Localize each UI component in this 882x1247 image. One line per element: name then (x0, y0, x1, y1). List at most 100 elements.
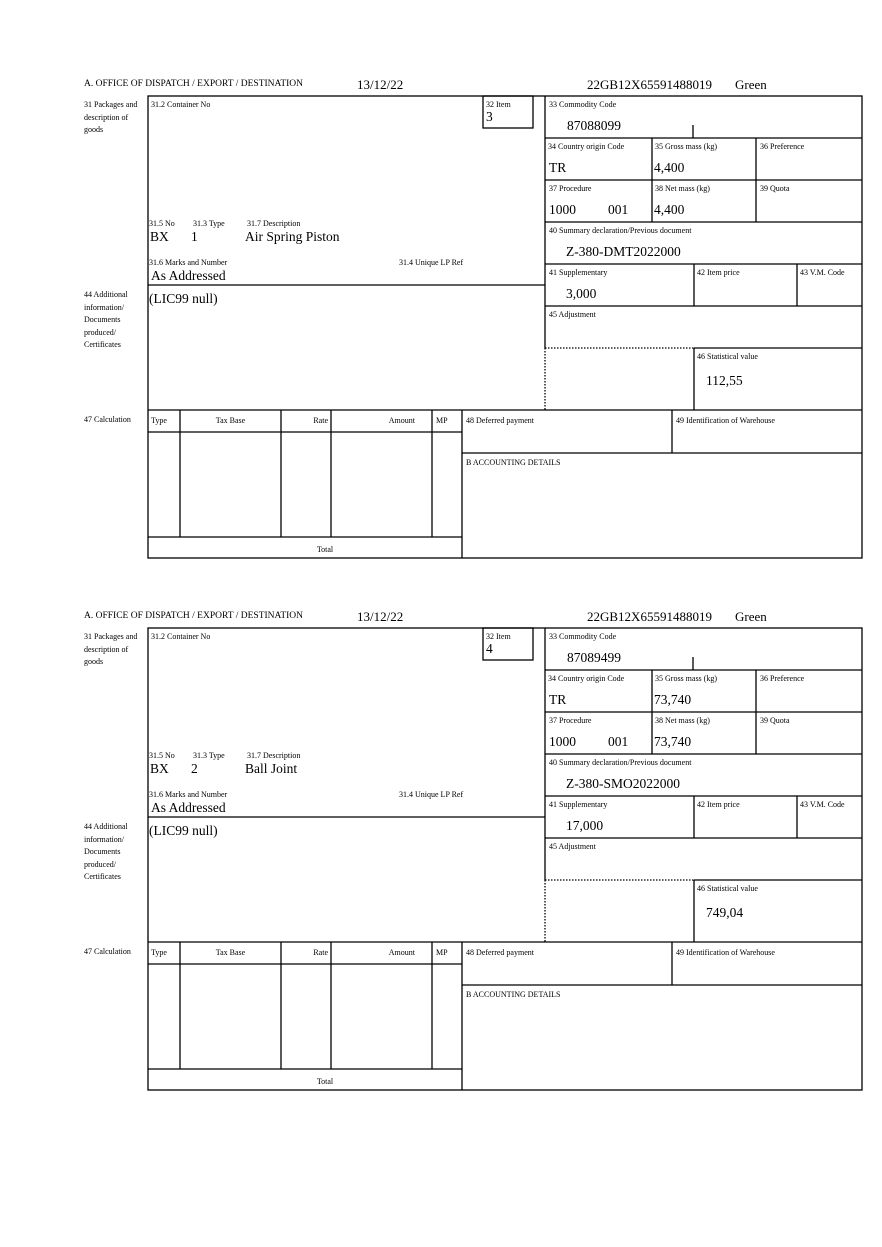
pkg-no: BX (150, 761, 169, 776)
procedure-label: 37 Procedure (549, 716, 592, 725)
marks-label: 31.6 Marks and Number (149, 790, 228, 799)
supplementary: 3,000 (566, 286, 597, 301)
pkg-description-label: 31.7 Description (247, 219, 301, 228)
commodity-code-label: 33 Commodity Code (549, 632, 617, 641)
item-box (482, 627, 534, 661)
net-mass-label: 38 Net mass (kg) (655, 184, 710, 193)
net-mass: 4,400 (654, 202, 685, 217)
preference-label: 36 Preference (760, 142, 805, 151)
additional-info: (LIC99 null) (149, 291, 218, 306)
outer-border (147, 627, 863, 1091)
pkg-type: 2 (191, 761, 198, 776)
col-amount: Amount (388, 416, 415, 425)
item-label: 32 Item (486, 632, 511, 641)
accounting-details-label: B ACCOUNTING DETAILS (466, 458, 561, 467)
gross-mass: 4,400 (654, 160, 685, 175)
pkg-no: BX (150, 229, 169, 244)
goods-item-block: A. OFFICE OF DISPATCH / EXPORT / DESTINA… (0, 607, 882, 1097)
marks-label: 31.6 Marks and Number (149, 258, 228, 267)
deferred-payment-label: 48 Deferred payment (466, 416, 534, 425)
country-origin-label: 34 Country origin Code (548, 674, 625, 683)
unique-lp-ref-label: 31.4 Unique LP Ref (399, 258, 464, 267)
unique-lp-ref-label: 31.4 Unique LP Ref (399, 790, 464, 799)
marks: As Addressed (151, 800, 226, 815)
form-grid-lines (147, 627, 863, 1091)
commodity-code: 87089499 (567, 650, 621, 665)
statistical-value: 749,04 (706, 905, 744, 920)
total-label: Total (316, 1077, 334, 1086)
statistical-value: 112,55 (706, 373, 743, 388)
col-amount: Amount (388, 948, 415, 957)
quota-label: 39 Quota (760, 716, 790, 725)
country-origin-label: 34 Country origin Code (548, 142, 625, 151)
country-origin: TR (549, 160, 567, 175)
pkg-type-label: 31.3 Type (193, 751, 225, 760)
packages-label: 31 Packages and description of goods (84, 100, 138, 134)
calculation-label: 47 Calculation (84, 415, 131, 424)
item-number: 4 (486, 641, 493, 656)
commodity-code: 87088099 (567, 118, 621, 133)
declaration-reference: 22GB12X65591488019 (587, 77, 712, 92)
item-box (482, 95, 534, 129)
item-price-label: 42 Item price (697, 268, 740, 277)
form-grid-lines (147, 95, 863, 559)
office-heading: A. OFFICE OF DISPATCH / EXPORT / DESTINA… (84, 79, 304, 89)
col-tax-base: Tax Base (215, 948, 246, 957)
gross-mass-label: 35 Gross mass (kg) (655, 142, 717, 151)
goods-item-block: A. OFFICE OF DISPATCH / EXPORT / DESTINA… (0, 75, 882, 565)
calculation-label: 47 Calculation (84, 947, 131, 956)
warehouse-label: 49 Identification of Warehouse (676, 416, 775, 425)
col-type: Type (151, 416, 167, 425)
col-tax-base: Tax Base (215, 416, 246, 425)
date: 13/12/22 (357, 77, 404, 92)
procedure: 1000 (549, 202, 576, 217)
additional-info-label: 44 Additional information/ Documents pro… (84, 822, 128, 881)
pkg-description: Ball Joint (245, 761, 298, 776)
additional-info-label: 44 Additional information/ Documents pro… (84, 290, 128, 349)
declaration-reference: 22GB12X65591488019 (587, 609, 712, 624)
gross-mass-label: 35 Gross mass (kg) (655, 674, 717, 683)
adjustment-label: 45 Adjustment (549, 842, 596, 851)
pkg-type: 1 (191, 229, 198, 244)
quota-label: 39 Quota (760, 184, 790, 193)
pkg-no-label: 31.5 No (149, 751, 175, 760)
procedure-extra: 001 (608, 202, 629, 217)
vm-code-label: 43 V.M. Code (800, 268, 845, 277)
summary-declaration: Z-380-DMT2022000 (566, 244, 681, 259)
item-number: 3 (486, 109, 493, 124)
pkg-description: Air Spring Piston (245, 229, 340, 244)
preference-label: 36 Preference (760, 674, 805, 683)
col-mp: MP (436, 948, 448, 957)
statistical-value-label: 46 Statistical value (697, 352, 758, 361)
summary-declaration: Z-380-SMO2022000 (566, 776, 680, 791)
pkg-no-label: 31.5 No (149, 219, 175, 228)
summary-declaration-label: 40 Summary declaration/Previous document (549, 758, 692, 767)
route-status: Green (735, 77, 767, 92)
procedure-extra: 001 (608, 734, 629, 749)
additional-info: (LIC99 null) (149, 823, 218, 838)
net-mass-label: 38 Net mass (kg) (655, 716, 710, 725)
total-label: Total (316, 545, 334, 554)
pkg-type-label: 31.3 Type (193, 219, 225, 228)
procedure: 1000 (549, 734, 576, 749)
procedure-label: 37 Procedure (549, 184, 592, 193)
deferred-payment-label: 48 Deferred payment (466, 948, 534, 957)
gross-mass: 73,740 (654, 692, 692, 707)
supplementary: 17,000 (566, 818, 604, 833)
net-mass: 73,740 (654, 734, 692, 749)
country-origin: TR (549, 692, 567, 707)
item-price-label: 42 Item price (697, 800, 740, 809)
col-mp: MP (436, 416, 448, 425)
col-rate: Rate (313, 948, 328, 957)
accounting-details-label: B ACCOUNTING DETAILS (466, 990, 561, 999)
summary-declaration-label: 40 Summary declaration/Previous document (549, 226, 692, 235)
vm-code-label: 43 V.M. Code (800, 800, 845, 809)
supplementary-label: 41 Supplementary (549, 800, 608, 809)
office-heading: A. OFFICE OF DISPATCH / EXPORT / DESTINA… (84, 611, 304, 621)
col-rate: Rate (313, 416, 328, 425)
col-type: Type (151, 948, 167, 957)
date: 13/12/22 (357, 609, 404, 624)
supplementary-label: 41 Supplementary (549, 268, 608, 277)
pkg-description-label: 31.7 Description (247, 751, 301, 760)
commodity-code-label: 33 Commodity Code (549, 100, 617, 109)
